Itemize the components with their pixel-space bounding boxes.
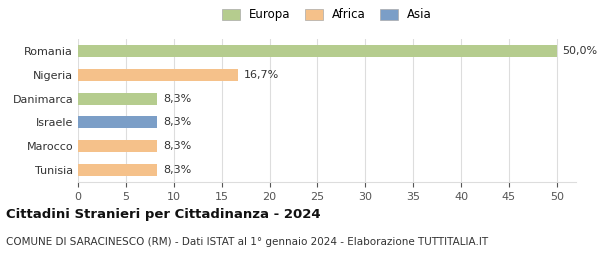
Text: COMUNE DI SARACINESCO (RM) - Dati ISTAT al 1° gennaio 2024 - Elaborazione TUTTIT: COMUNE DI SARACINESCO (RM) - Dati ISTAT … [6, 237, 488, 246]
Text: 50,0%: 50,0% [563, 46, 598, 56]
Bar [78, 93, 157, 105]
Text: 8,3%: 8,3% [163, 141, 191, 151]
Legend: Europa, Africa, Asia: Europa, Africa, Asia [218, 5, 436, 25]
Text: 8,3%: 8,3% [163, 94, 191, 103]
Bar [78, 140, 157, 152]
Text: 8,3%: 8,3% [163, 118, 191, 127]
Bar [78, 164, 157, 176]
Text: 16,7%: 16,7% [244, 70, 279, 80]
Bar [78, 116, 157, 128]
Bar [78, 69, 238, 81]
Text: Cittadini Stranieri per Cittadinanza - 2024: Cittadini Stranieri per Cittadinanza - 2… [6, 208, 320, 221]
Text: 8,3%: 8,3% [163, 165, 191, 175]
Bar [78, 45, 557, 57]
